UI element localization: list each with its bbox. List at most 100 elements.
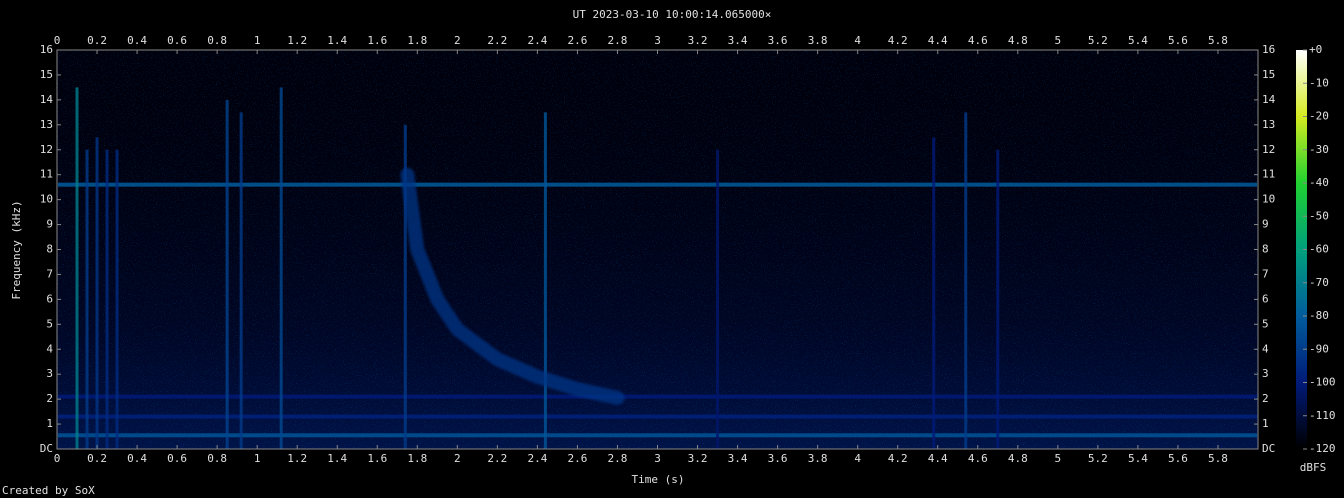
y-tick-label: 13 (40, 118, 53, 131)
x-tick-label: 3.2 (688, 34, 708, 47)
x-tick-label: 4.6 (968, 452, 988, 465)
x-tick-label: 0.6 (167, 452, 187, 465)
x-tick-label: 3.8 (808, 452, 828, 465)
footer: Created by SoX (2, 484, 95, 497)
x-tick-label: 5 (1055, 34, 1062, 47)
y-tick-label: 13 (1262, 118, 1275, 131)
impulse (543, 112, 547, 449)
colorbar-tick-label: -20 (1309, 110, 1329, 123)
y-tick-label: 3 (46, 367, 53, 380)
y-tick-label: 16 (1262, 43, 1275, 56)
impulse (279, 87, 283, 449)
x-tick-label: 4.2 (888, 34, 908, 47)
x-tick-label: 1.6 (367, 452, 387, 465)
y-tick-label: 14 (1262, 93, 1276, 106)
impulse (225, 99, 229, 449)
x-tick-label: 4.8 (1008, 34, 1028, 47)
y-tick-label: 10 (40, 193, 53, 206)
x-tick-label: 2.4 (527, 452, 547, 465)
colorbar-tick-label: -100 (1309, 376, 1336, 389)
whistler (400, 167, 625, 405)
y-tick-label: 12 (40, 143, 53, 156)
x-tick-label: 0.6 (167, 34, 187, 47)
colorbar (1296, 50, 1307, 449)
x-tick-label: 4.8 (1008, 452, 1028, 465)
x-tick-label: 3 (654, 452, 661, 465)
x-tick-label: 4 (854, 452, 861, 465)
y-tick-label: 11 (40, 168, 53, 181)
x-tick-label: 0 (54, 452, 61, 465)
y-tick-label: 9 (1262, 218, 1269, 231)
x-tick-label: 0.2 (87, 34, 107, 47)
x-tick-label: 3.4 (728, 452, 748, 465)
y-tick-label: 16 (40, 43, 53, 56)
impulse (95, 137, 99, 449)
y-tick-label: 9 (46, 218, 53, 231)
y-tick-label: 5 (46, 317, 53, 330)
x-tick-label: 5.8 (1208, 452, 1228, 465)
x-tick-label: 3 (654, 34, 661, 47)
y-tick-label: 12 (1262, 143, 1275, 156)
colorbar-tick-label: -80 (1309, 309, 1329, 322)
x-tick-label: 0.8 (207, 34, 227, 47)
x-tick-label: 1 (254, 34, 261, 47)
x-tick-label: 1.4 (327, 452, 347, 465)
x-tick-label: 0 (54, 34, 61, 47)
frequency-line (58, 182, 1257, 187)
x-tick-label: 1.4 (327, 34, 347, 47)
colorbar-tick-label: -70 (1309, 276, 1329, 289)
x-tick-label: 4.4 (928, 452, 948, 465)
x-tick-label: 2.6 (567, 452, 587, 465)
x-tick-label: 4.4 (928, 34, 948, 47)
impulse (716, 149, 720, 449)
colorbar-tick-label: -60 (1309, 243, 1329, 256)
x-tick-label: 5.6 (1168, 34, 1188, 47)
x-tick-label: 2.6 (567, 34, 587, 47)
chart-title: UT 2023-03-10 10:00:14.065000× (573, 8, 772, 21)
colorbar-tick-label: -30 (1309, 143, 1329, 156)
y-tick-label: 4 (1262, 342, 1269, 355)
y-tick-label: 4 (46, 342, 53, 355)
x-tick-label: 3.2 (688, 452, 708, 465)
y-tick-label: 14 (40, 93, 54, 106)
x-tick-label: 1.8 (407, 452, 427, 465)
colorbar-tick-label: -120 (1309, 442, 1336, 455)
colorbar-tick-label: +0 (1309, 43, 1322, 56)
y-tick-label: 7 (46, 267, 53, 280)
frequency-line (58, 394, 1257, 399)
impulse (115, 149, 119, 449)
x-tick-label: 2.8 (608, 452, 628, 465)
y-tick-label: 1 (46, 417, 53, 430)
impulse (996, 149, 1000, 449)
x-tick-label: 3.4 (728, 34, 748, 47)
colorbar-tick-label: -40 (1309, 176, 1329, 189)
x-tick-label: 5.6 (1168, 452, 1188, 465)
impulse (75, 87, 79, 449)
x-tick-label: 5.8 (1208, 34, 1228, 47)
x-tick-label: 4.6 (968, 34, 988, 47)
x-tick-label: 1.2 (287, 452, 307, 465)
impulse (85, 149, 89, 449)
x-tick-label: 2.4 (527, 34, 547, 47)
y-tick-label: 8 (46, 243, 53, 256)
colorbar-tick-label: -50 (1309, 209, 1329, 222)
y-tick-label: 6 (46, 292, 53, 305)
colorbar-label: dBFS (1300, 461, 1327, 474)
x-tick-label: 3.8 (808, 34, 828, 47)
impulse (105, 149, 109, 449)
colorbar-tick-label: -10 (1309, 76, 1329, 89)
colorbar-tick-label: -110 (1309, 409, 1336, 422)
y-tick-label: 5 (1262, 317, 1269, 330)
x-tick-label: 0.2 (87, 452, 107, 465)
x-tick-label: 3.6 (768, 452, 788, 465)
x-tick-label: 5.4 (1128, 452, 1148, 465)
x-tick-label: 5 (1055, 452, 1062, 465)
impulse (403, 124, 407, 449)
impulse (239, 112, 243, 449)
x-tick-label: 2 (454, 452, 461, 465)
x-axis-label: Time (s) (632, 473, 685, 486)
x-tick-label: 2.8 (608, 34, 628, 47)
y-tick-label: 3 (1262, 367, 1269, 380)
x-tick-label: 1.8 (407, 34, 427, 47)
